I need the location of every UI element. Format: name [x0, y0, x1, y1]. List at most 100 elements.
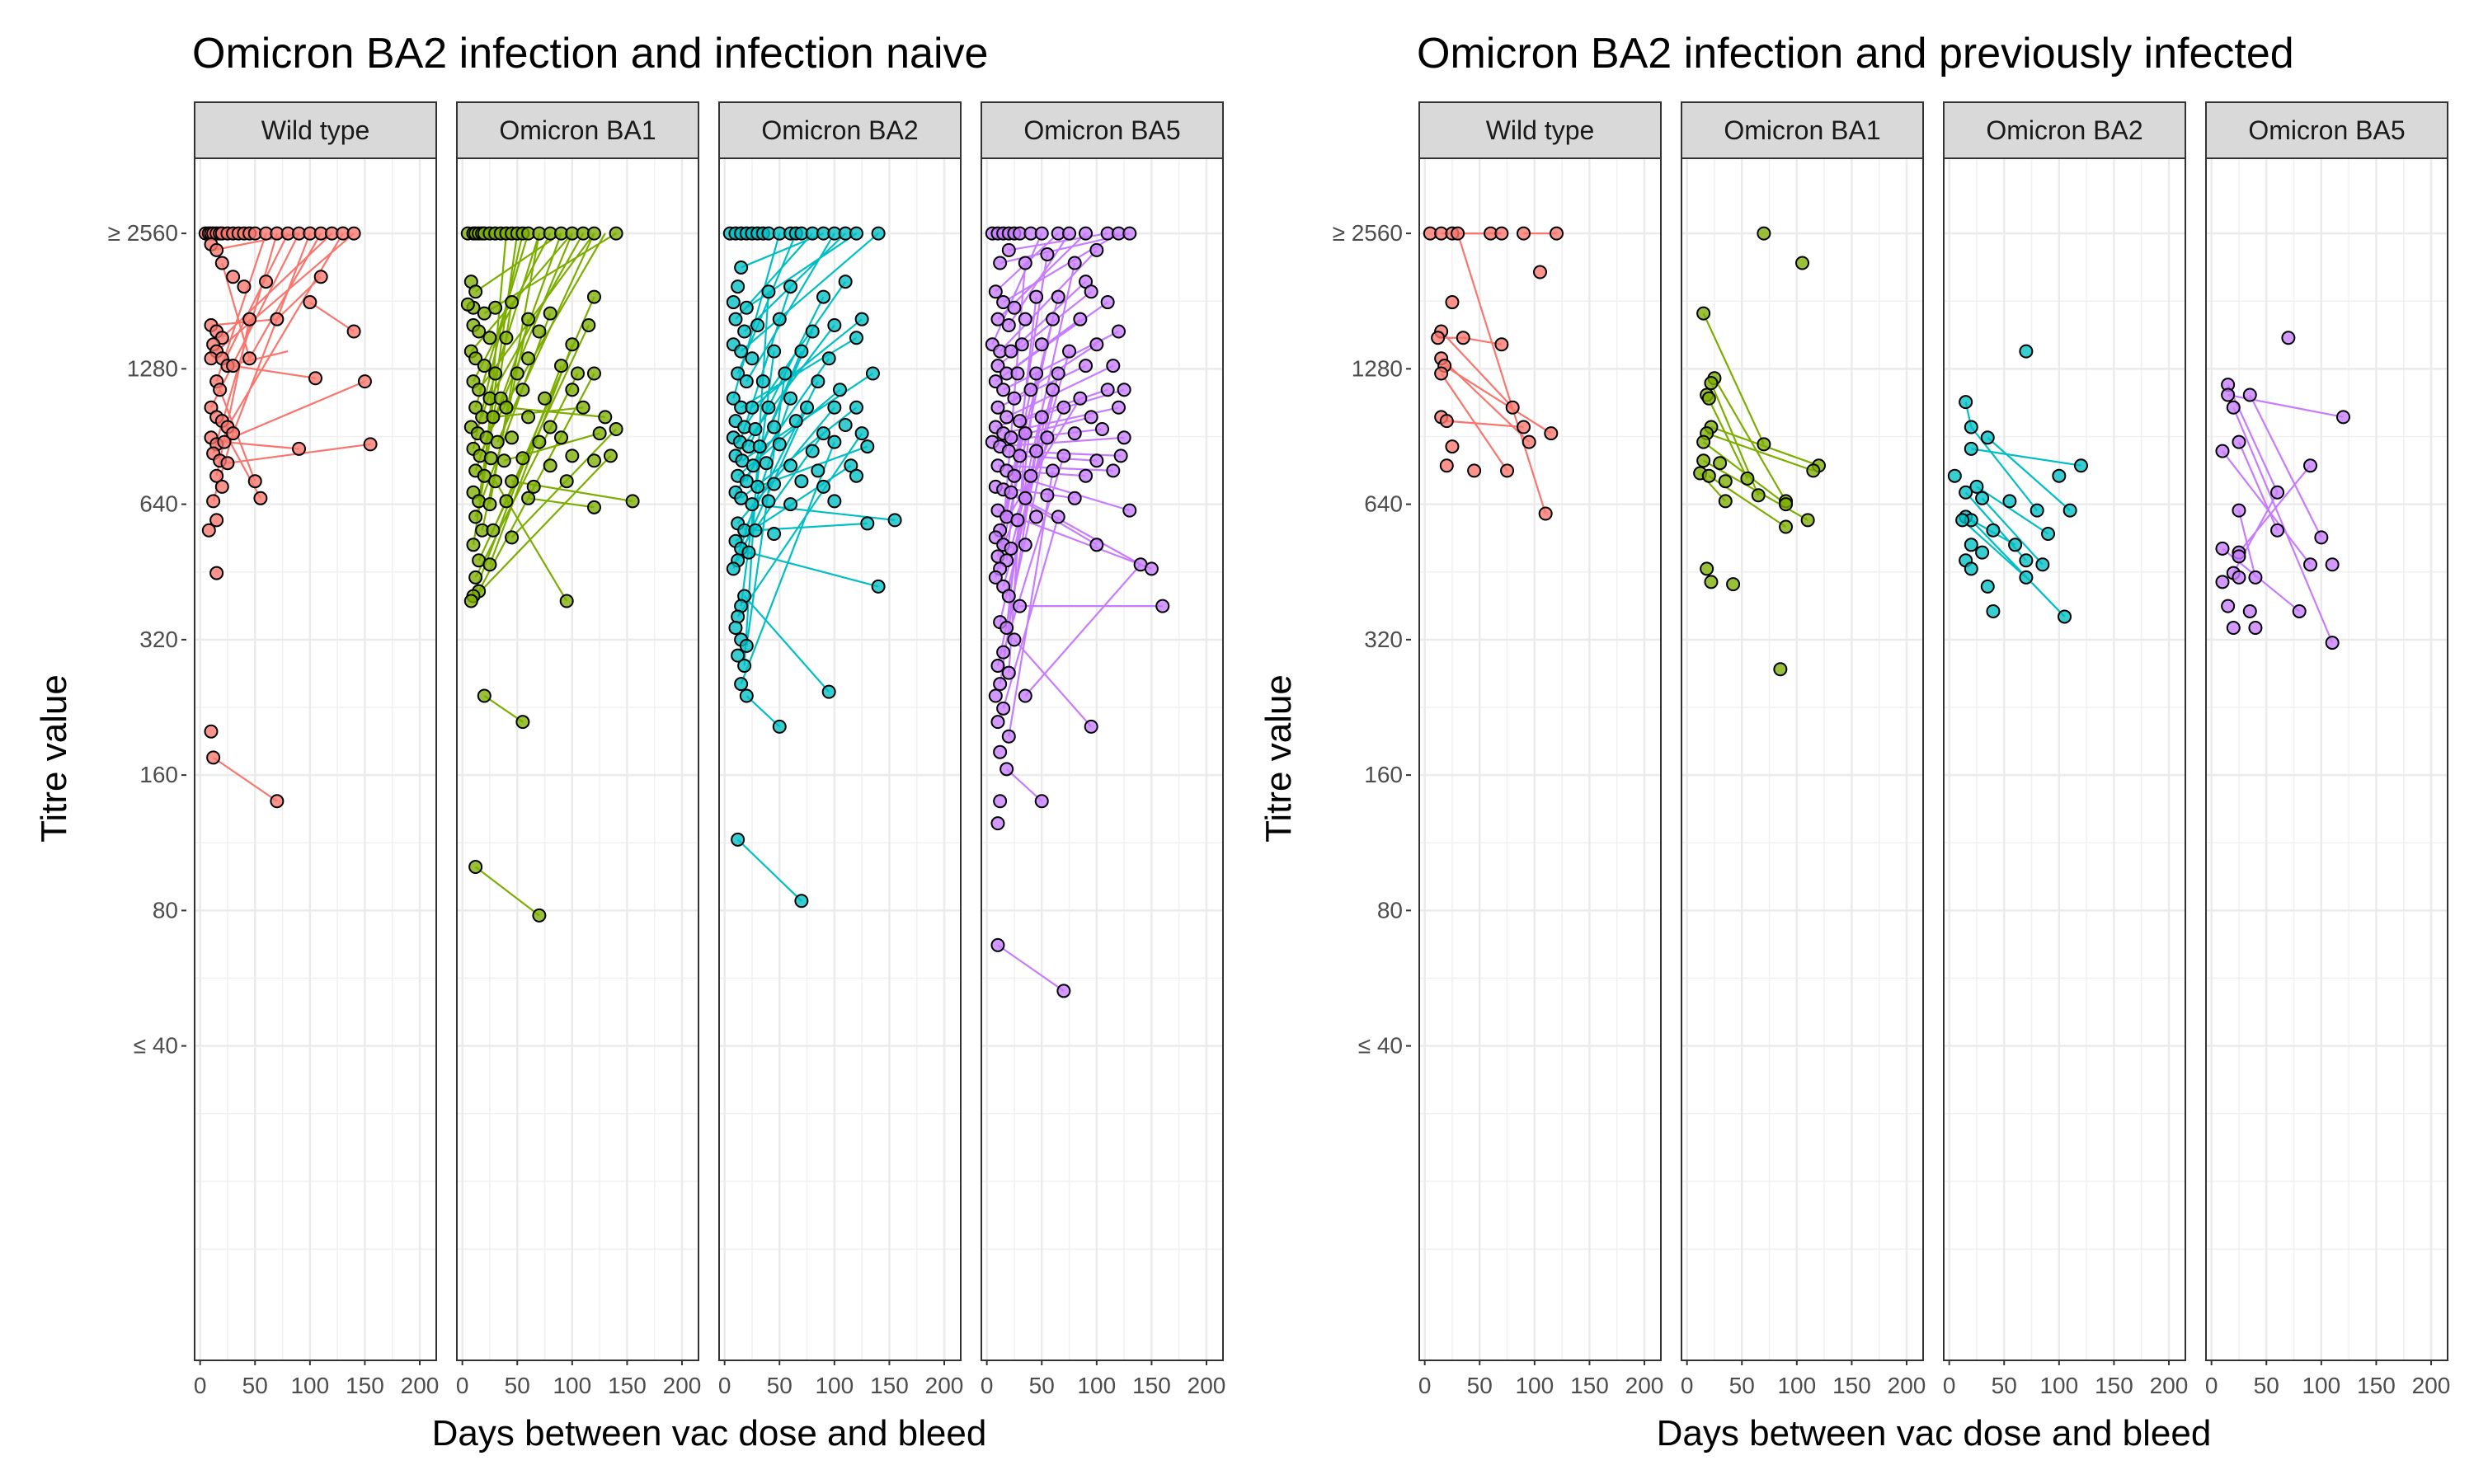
- panel-background: [457, 158, 698, 1360]
- data-point: [1696, 306, 1711, 321]
- data-point: [838, 275, 853, 289]
- data-segment: [233, 364, 316, 379]
- data-point: [783, 497, 798, 512]
- data-point: [1089, 538, 1104, 552]
- data-segment: [492, 406, 584, 418]
- facet-strip: [1681, 101, 1924, 159]
- panel-border: [2205, 157, 2448, 1361]
- data-point: [209, 566, 224, 580]
- data-point: [1113, 448, 1128, 463]
- data-segment: [1987, 436, 2071, 511]
- data-point: [543, 420, 557, 434]
- data-segment: [1970, 519, 2066, 618]
- facet-strip-label: Omicron BA5: [1023, 115, 1180, 145]
- panel-omicron-ba1: 0 50 100 150 200 Omicron BA1: [1681, 101, 1926, 1398]
- facet-strip-label: Omicron BA2: [1986, 115, 2142, 145]
- data-point: [214, 479, 229, 494]
- data-point: [565, 448, 580, 463]
- data-point: [2215, 575, 2230, 589]
- data-point: [2303, 557, 2318, 572]
- data-point: [515, 451, 530, 466]
- data-point: [1029, 366, 1044, 381]
- data-point: [515, 383, 530, 397]
- data-segment: [2249, 394, 2322, 538]
- x-tick-label: 100: [2039, 1373, 2078, 1398]
- data-point: [1084, 719, 1098, 734]
- data-point: [477, 359, 492, 373]
- data-segment: [276, 275, 322, 320]
- data-point: [996, 701, 1011, 716]
- data-point: [993, 794, 1008, 809]
- panel-omicron-ba1: 0 50 100 150 200 Omicron BA1: [456, 101, 701, 1398]
- data-point: [2270, 485, 2285, 500]
- data-point: [486, 410, 501, 425]
- data-point: [1713, 456, 1728, 471]
- data-point: [1701, 468, 1716, 483]
- data-point: [1100, 295, 1115, 310]
- data-segment: [999, 249, 1098, 352]
- y-tick-label: ≤ 40: [1358, 1033, 1403, 1059]
- data-point: [1696, 434, 1711, 449]
- data-point: [1155, 599, 1170, 613]
- data-point: [761, 400, 776, 415]
- data-point: [761, 494, 776, 509]
- data-point: [1117, 383, 1131, 397]
- data-point: [854, 312, 869, 326]
- data-point: [2008, 538, 2023, 552]
- data-segment: [736, 432, 863, 618]
- data-point: [1955, 513, 1970, 528]
- data-point: [734, 491, 749, 505]
- data-point: [346, 324, 361, 339]
- data-point: [990, 359, 1005, 373]
- data-point: [1800, 513, 1815, 528]
- data-segment: [2222, 450, 2312, 566]
- data-point: [1451, 226, 1465, 241]
- data-point: [734, 260, 749, 275]
- data-point: [772, 719, 787, 734]
- data-point: [999, 762, 1014, 777]
- y-tick-label: 160: [1364, 762, 1403, 787]
- data-point: [477, 688, 492, 703]
- data-point: [565, 337, 580, 352]
- data-point: [1494, 226, 1509, 241]
- data-point: [1018, 426, 1032, 441]
- data-segment: [740, 350, 775, 607]
- data-segment: [483, 695, 524, 723]
- data-point: [1067, 256, 1082, 270]
- data-segment: [475, 232, 562, 293]
- data-point: [1144, 561, 1159, 576]
- data-segment: [232, 232, 311, 434]
- data-point: [505, 530, 520, 545]
- facet-strip: [981, 101, 1224, 159]
- data-point: [499, 331, 514, 345]
- y-tick-label: 640: [139, 491, 178, 517]
- data-point: [734, 344, 749, 359]
- panel-border: [1943, 157, 2186, 1361]
- data-point: [990, 312, 1005, 326]
- data-point: [726, 561, 741, 576]
- data-segment: [745, 373, 786, 646]
- x-tick-label: 0: [2205, 1373, 2218, 1398]
- data-point: [1959, 395, 1973, 410]
- data-point: [206, 750, 221, 765]
- data-segment: [221, 232, 289, 367]
- data-point: [1456, 331, 1470, 345]
- data-segment: [991, 232, 1043, 345]
- data-point: [2281, 331, 2296, 345]
- data-point: [827, 400, 842, 415]
- x-tick-label: 100: [1777, 1373, 1816, 1398]
- data-point: [292, 441, 307, 456]
- data-point: [731, 279, 745, 294]
- data-point: [226, 426, 241, 441]
- data-point: [1959, 485, 1973, 500]
- panel-omicron-ba2: 0 50 100 150 200 Omicron BA2: [1943, 101, 2188, 1398]
- panel-background: [1681, 158, 1923, 1360]
- data-point: [496, 453, 511, 468]
- data-point: [482, 497, 497, 512]
- data-point: [1095, 422, 1109, 437]
- data-point: [1034, 337, 1049, 352]
- x-tick-label: 150: [2095, 1373, 2133, 1398]
- data-point: [1018, 312, 1032, 326]
- data-point: [745, 351, 760, 366]
- data-point: [1975, 491, 1990, 505]
